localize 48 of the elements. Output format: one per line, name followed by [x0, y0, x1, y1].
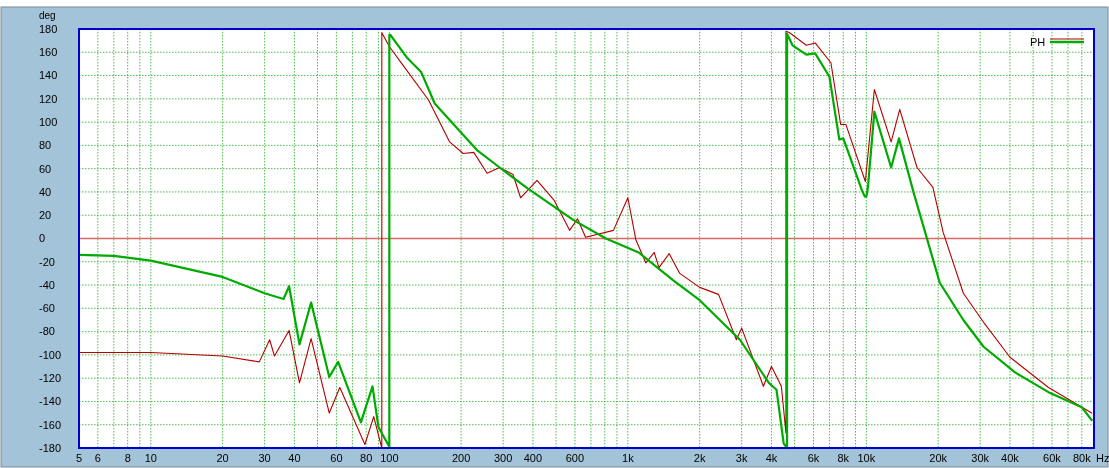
x-tick-label: 200	[451, 452, 471, 464]
x-tick-label: 1k	[622, 452, 635, 464]
x-tick-label: 400	[523, 452, 543, 464]
x-tick-label: 30	[258, 452, 271, 464]
y-tick-label: 60	[39, 162, 52, 175]
x-tick-label: 20	[216, 452, 229, 464]
y-tick-label: -160	[39, 418, 62, 431]
y-tick-label: 140	[39, 69, 58, 82]
x-tick-label: 40k	[1001, 452, 1020, 464]
y-tick-label: 120	[39, 92, 58, 105]
y-tick-label: -100	[39, 348, 62, 361]
y-tick-label: 80	[39, 139, 52, 152]
y-tick-label: 40	[39, 185, 52, 198]
x-tick-label: 40	[288, 452, 301, 464]
x-tick-label: 80	[360, 452, 373, 464]
y-tick-label: -20	[39, 255, 55, 268]
y-tick-label: -40	[39, 278, 55, 291]
x-tick-label: 80k	[1072, 452, 1092, 464]
x-tick-label: 8k	[837, 452, 850, 464]
x-tick-label: 6k	[807, 452, 820, 464]
x-axis-title: Hz	[1096, 452, 1109, 464]
x-tick-label: 60	[330, 452, 343, 464]
y-tick-label: -140	[39, 395, 62, 408]
x-tick-label: 4k	[765, 452, 778, 464]
y-tick-label: -180	[39, 441, 62, 454]
x-tick-label: 3k	[735, 452, 748, 464]
y-tick-label: -80	[39, 325, 55, 338]
y-tick-label: -60	[39, 302, 55, 315]
text: PH	[1030, 36, 1046, 48]
x-tick-label: 10k	[857, 452, 876, 464]
x-tick-label: 2k	[693, 452, 706, 464]
y-tick-label: 180	[39, 22, 58, 35]
x-tick-label: 6	[94, 452, 101, 464]
y-tick-label: 100	[39, 115, 58, 128]
x-tick-label: 100	[380, 452, 399, 464]
y-tick-label: 0	[39, 232, 46, 245]
y-axis-title: deg	[39, 10, 56, 21]
x-tick-label: 60k	[1043, 452, 1062, 464]
x-tick-label: 300	[493, 452, 513, 464]
x-tick-label: 10	[144, 452, 157, 464]
x-tick-label: 20k	[929, 452, 948, 464]
y-tick-label: 160	[39, 46, 58, 59]
x-tick-label: 5	[75, 452, 83, 464]
x-tick-label: 8	[124, 452, 131, 464]
x-tick-label: 30k	[971, 452, 990, 464]
y-tick-label: -120	[39, 372, 62, 385]
y-tick-label: 20	[39, 209, 52, 222]
x-tick-label: 600	[565, 452, 585, 464]
